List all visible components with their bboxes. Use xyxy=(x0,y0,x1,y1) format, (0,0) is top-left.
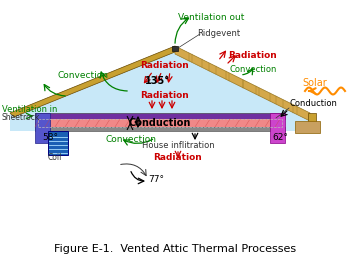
Text: Sheetrock: Sheetrock xyxy=(2,114,40,122)
Bar xyxy=(35,127,285,131)
Text: Coil: Coil xyxy=(48,153,62,163)
Polygon shape xyxy=(295,121,320,133)
Bar xyxy=(38,119,282,127)
Bar xyxy=(35,119,285,127)
Text: 58°: 58° xyxy=(42,133,58,143)
Bar xyxy=(48,131,68,155)
Text: Convection: Convection xyxy=(105,134,156,144)
Text: Ventilation out: Ventilation out xyxy=(178,13,244,21)
Text: Figure E-1.  Vented Attic Thermal Processes: Figure E-1. Vented Attic Thermal Process… xyxy=(54,244,296,254)
Text: Ridgevent: Ridgevent xyxy=(197,28,240,38)
Text: Conduction: Conduction xyxy=(290,98,338,108)
Text: House inflitration: House inflitration xyxy=(142,141,214,151)
Text: Radiation: Radiation xyxy=(140,62,189,70)
Polygon shape xyxy=(175,46,310,121)
Polygon shape xyxy=(10,46,310,131)
Text: 135°: 135° xyxy=(145,76,170,86)
Text: Convection: Convection xyxy=(230,64,277,74)
Text: Radiation: Radiation xyxy=(154,153,202,163)
Polygon shape xyxy=(172,46,178,51)
Text: Radiation: Radiation xyxy=(228,51,277,61)
Polygon shape xyxy=(308,113,316,131)
Text: Convection: Convection xyxy=(58,72,109,80)
Text: Solar: Solar xyxy=(302,78,327,88)
Text: 77°: 77° xyxy=(148,175,164,183)
Bar xyxy=(35,113,285,119)
Polygon shape xyxy=(10,46,175,117)
Text: Ventilation in: Ventilation in xyxy=(2,104,57,114)
Text: Radiation: Radiation xyxy=(140,92,189,100)
Bar xyxy=(35,113,50,143)
Text: 62°: 62° xyxy=(272,133,288,143)
Text: Conduction: Conduction xyxy=(129,118,191,128)
Bar xyxy=(270,113,285,143)
